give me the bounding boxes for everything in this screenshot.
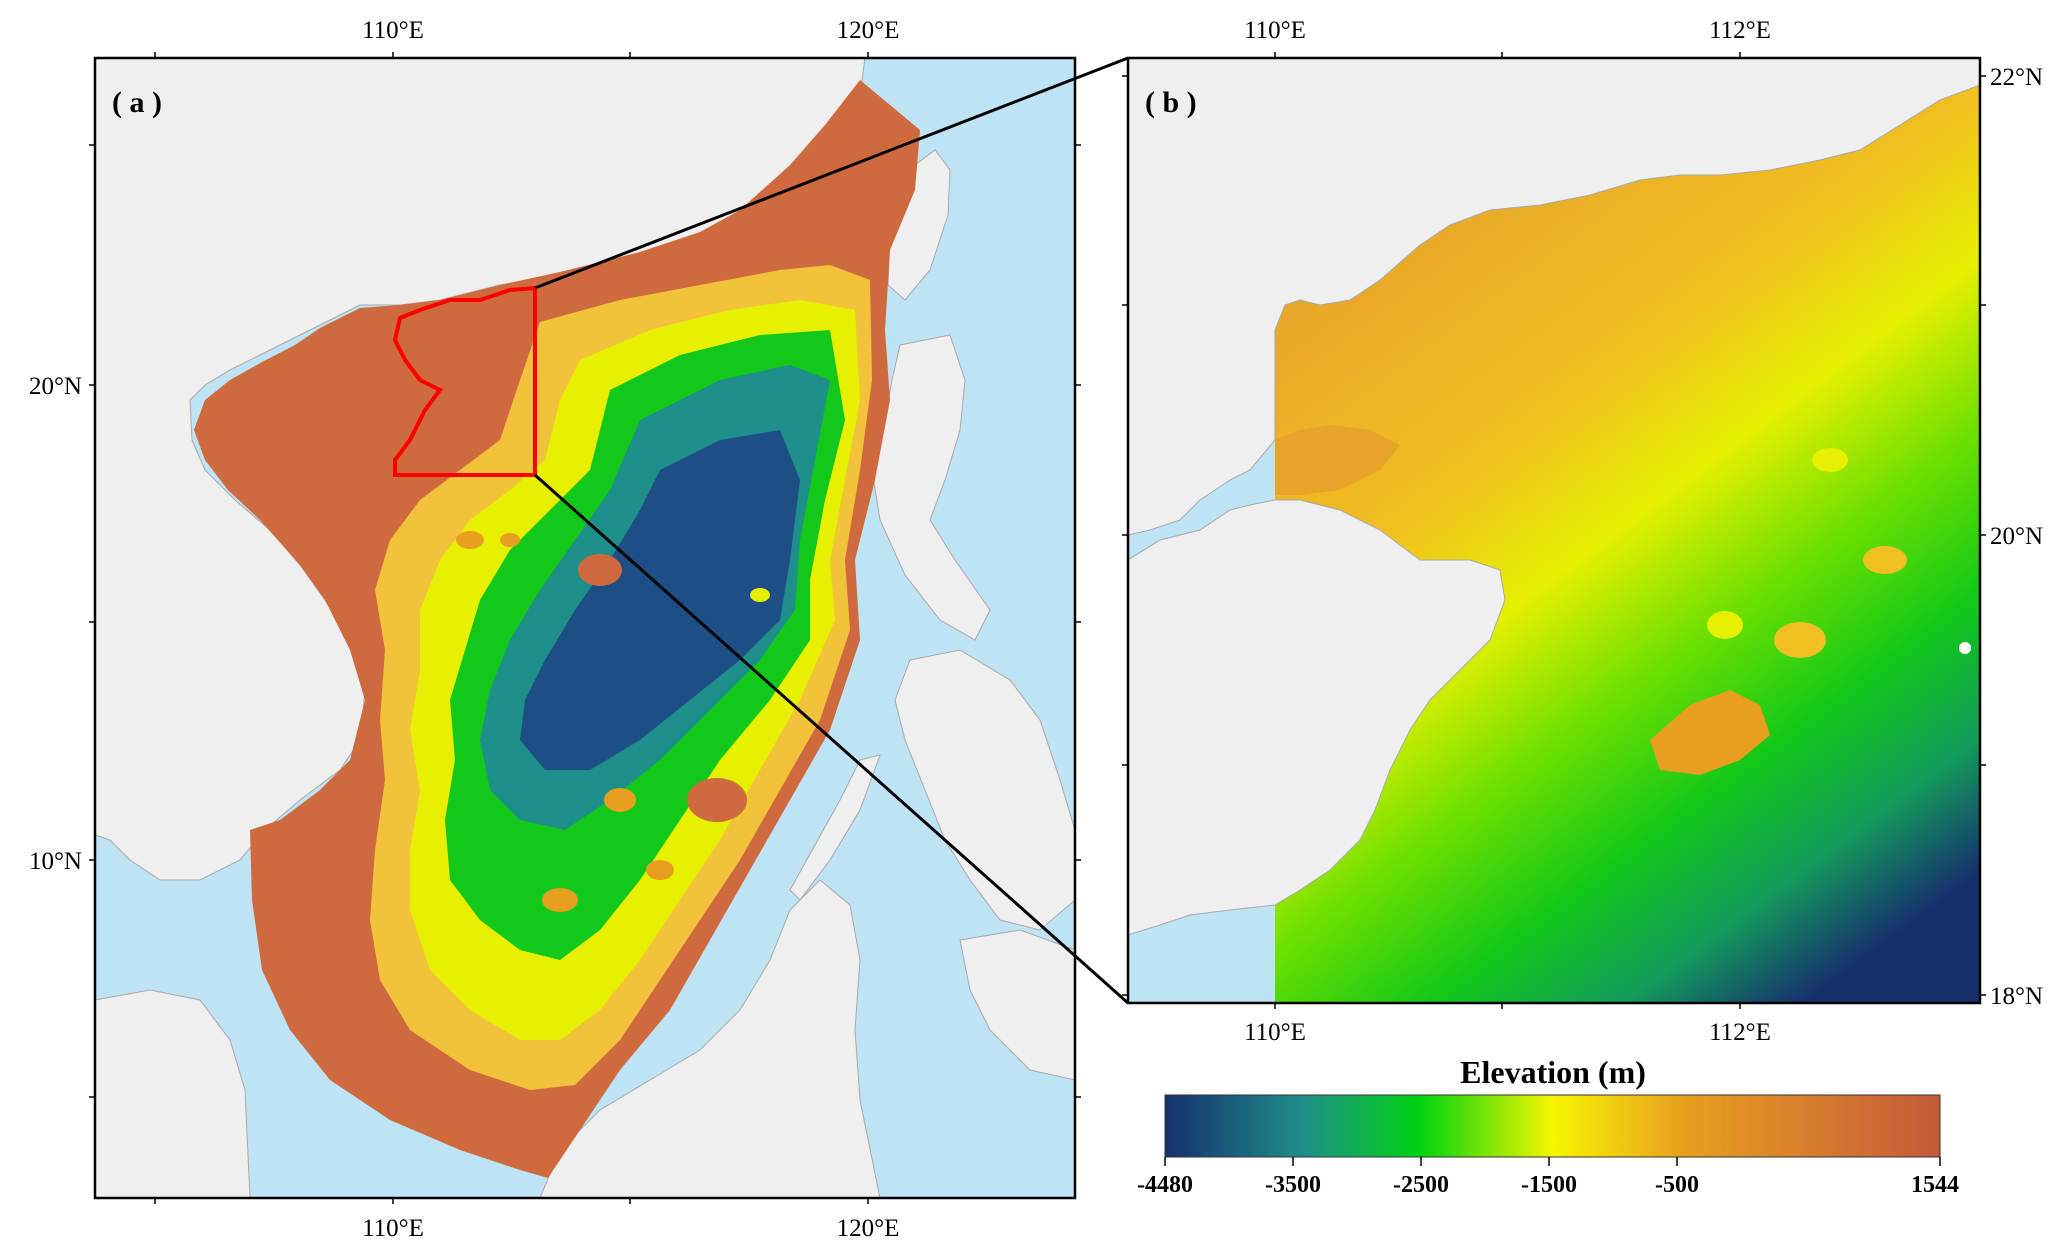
seamount	[1812, 448, 1848, 472]
zoom-connector-bottom	[534, 473, 1129, 1005]
colorbar-tick: -500	[1655, 1172, 1699, 1198]
panel-a-left-tick: 20°N	[29, 373, 82, 400]
panel-b-right-tick: 22°N	[1990, 64, 2043, 91]
colorbar-tick: -3500	[1265, 1172, 1321, 1198]
panel-b-label: ( b )	[1145, 86, 1197, 119]
seamount	[500, 533, 520, 547]
panel-a-left-tick: 10°N	[29, 848, 82, 875]
seamount	[646, 860, 674, 880]
panel-a-top-tick: 120°E	[837, 17, 900, 44]
panel-a-bottom-tick: 110°E	[362, 1215, 424, 1242]
peninsula-land	[95, 989, 251, 1198]
panel-b-top-tick: 110°E	[1244, 17, 1306, 44]
seamount	[604, 788, 636, 812]
colorbar-tick: -4480	[1137, 1172, 1193, 1198]
panel-b-ticks	[1122, 52, 1986, 1009]
seamount-ridge	[1650, 690, 1770, 775]
panel-b-frame	[1126, 56, 1982, 1005]
colorbar-tick: -1500	[1521, 1172, 1577, 1198]
panel-b-right-tick: 18°N	[1990, 983, 2043, 1010]
colorbar-tick: 1544	[1911, 1172, 1959, 1198]
panel-a-ticks	[89, 52, 1081, 1204]
panel-b-top-tick: 112°E	[1709, 17, 1771, 44]
seamount	[456, 531, 484, 549]
panel-b-right-tick: 20°N	[1990, 523, 2043, 550]
panel-b-bottom-tick: 112°E	[1709, 1019, 1771, 1046]
panel-b-map	[1126, 56, 1982, 1005]
seamount	[578, 554, 622, 586]
hainan-land-b	[1128, 499, 1506, 936]
seamount	[750, 588, 770, 602]
leizhou-shelf	[1275, 425, 1400, 495]
panel-a-bottom-tick: 120°E	[837, 1215, 900, 1242]
colorbar: Elevation (m) -4480 -3500 -2500 -1500 -5…	[1137, 1054, 1959, 1198]
seamount	[542, 888, 578, 912]
panel-a-map	[93, 56, 1077, 1200]
panel-a-label: ( a )	[112, 86, 162, 119]
seamount	[1774, 622, 1826, 658]
palawan-land	[789, 754, 881, 901]
mainland-land-b	[1128, 58, 1980, 536]
study-area-outline	[392, 285, 537, 477]
abyssal-plain	[520, 430, 800, 770]
colorbar-tick: -2500	[1393, 1172, 1449, 1198]
colorbar-frame	[1164, 1094, 1941, 1158]
seamount	[1863, 546, 1907, 574]
seamount	[1707, 611, 1743, 639]
zoom-connector-top	[534, 56, 1129, 290]
visayas-land	[894, 649, 1075, 931]
panel-b-bottom-tick: 110°E	[1244, 1019, 1306, 1046]
marker-dot	[1959, 642, 1971, 654]
seamount	[687, 778, 747, 822]
panel-a-frame	[93, 56, 1077, 1200]
borneo-land	[539, 879, 881, 1198]
colorbar-ramp	[1165, 1095, 1940, 1157]
panel-a-top-tick: 110°E	[362, 17, 424, 44]
colorbar-title: Elevation (m)	[1460, 1054, 1646, 1090]
mindanao-land	[959, 929, 1075, 1081]
